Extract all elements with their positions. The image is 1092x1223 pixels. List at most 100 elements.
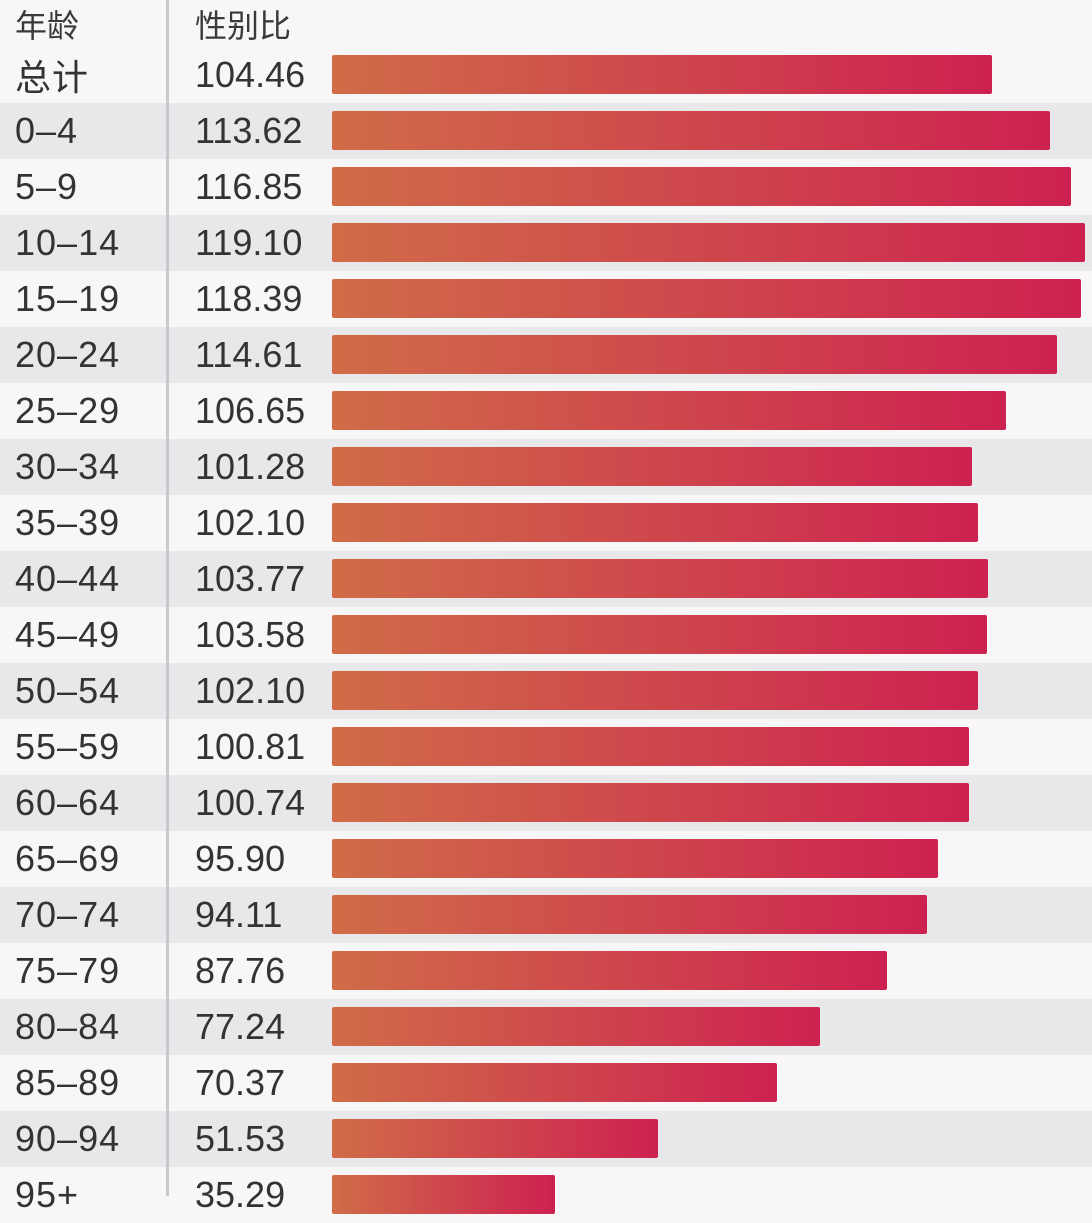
table-row: 10–14 119.10	[0, 215, 1092, 271]
ratio-value: 101.28	[195, 446, 306, 487]
ratio-bar	[332, 55, 993, 94]
ratio-bar	[332, 1063, 777, 1102]
bar-track	[332, 167, 1085, 206]
bar-track	[332, 335, 1085, 374]
age-column-header: 年龄	[15, 7, 80, 44]
age-label: 70–74	[15, 894, 121, 935]
age-label: 10–14	[15, 222, 121, 263]
ratio-bar	[332, 167, 1071, 206]
bar-track	[332, 559, 1085, 598]
rows: 总计 104.46 0–4 113.62 5–9 116.85 10–14 11…	[0, 47, 1092, 1223]
bar-track	[332, 391, 1085, 430]
ratio-value: 104.46	[195, 54, 306, 95]
ratio-value: 118.39	[195, 278, 303, 319]
ratio-bar	[332, 447, 973, 486]
bar-track	[332, 839, 1085, 878]
table-row: 55–59 100.81	[0, 719, 1092, 775]
age-label: 95+	[15, 1174, 80, 1215]
age-label: 85–89	[15, 1062, 121, 1103]
ratio-value: 114.61	[195, 334, 303, 375]
ratio-bar	[332, 615, 987, 654]
table-row: 0–4 113.62	[0, 103, 1092, 159]
table-row: 80–84 77.24	[0, 999, 1092, 1055]
bar-track	[332, 447, 1085, 486]
bar-track	[332, 1119, 1085, 1158]
ratio-value: 102.10	[195, 670, 306, 711]
ratio-bar	[332, 671, 978, 710]
bar-track	[332, 783, 1085, 822]
age-label: 65–69	[15, 838, 121, 879]
table-row: 25–29 106.65	[0, 383, 1092, 439]
column-divider	[166, 0, 169, 1196]
bar-track	[332, 1175, 1085, 1214]
age-label: 50–54	[15, 670, 121, 711]
bar-track	[332, 55, 1085, 94]
bar-track	[332, 1007, 1085, 1046]
table-row: 总计 104.46	[0, 47, 1092, 103]
ratio-value: 103.58	[195, 614, 306, 655]
table-row: 5–9 116.85	[0, 159, 1092, 215]
ratio-value: 35.29	[195, 1174, 286, 1215]
bar-track	[332, 503, 1085, 542]
table-row: 60–64 100.74	[0, 775, 1092, 831]
ratio-bar	[332, 727, 970, 766]
bar-track	[332, 111, 1085, 150]
ratio-bar	[332, 783, 969, 822]
ratio-value: 100.81	[195, 726, 306, 767]
table-row: 30–34 101.28	[0, 439, 1092, 495]
age-label: 5–9	[15, 166, 79, 207]
age-label: 40–44	[15, 558, 121, 599]
age-label: 45–49	[15, 614, 121, 655]
ratio-bar	[332, 503, 978, 542]
ratio-bar	[332, 223, 1085, 262]
table-row: 70–74 94.11	[0, 887, 1092, 943]
age-label: 60–64	[15, 782, 121, 823]
table-row: 15–19 118.39	[0, 271, 1092, 327]
ratio-bar	[332, 951, 887, 990]
table-row: 40–44 103.77	[0, 551, 1092, 607]
age-label: 0–4	[15, 110, 79, 151]
age-label: 15–19	[15, 278, 121, 319]
ratio-bar	[332, 839, 939, 878]
table-row: 65–69 95.90	[0, 831, 1092, 887]
ratio-bar	[332, 391, 1007, 430]
bar-track	[332, 615, 1085, 654]
ratio-value: 119.10	[195, 222, 303, 263]
table-row: 85–89 70.37	[0, 1055, 1092, 1111]
age-label: 90–94	[15, 1118, 121, 1159]
table-row: 95+ 35.29	[0, 1167, 1092, 1223]
ratio-bar	[332, 279, 1081, 318]
ratio-value: 106.65	[195, 390, 306, 431]
age-label: 75–79	[15, 950, 121, 991]
ratio-column-header: 性别比	[195, 7, 292, 44]
age-label: 总计	[15, 57, 90, 98]
bar-track	[332, 671, 1085, 710]
ratio-value: 100.74	[195, 782, 306, 823]
ratio-value: 116.85	[195, 166, 303, 207]
ratio-bar	[332, 335, 1057, 374]
ratio-value: 77.24	[195, 1006, 286, 1047]
table-row: 90–94 51.53	[0, 1111, 1092, 1167]
table-header: 年龄 性别比	[0, 0, 1092, 47]
age-label: 20–24	[15, 334, 121, 375]
table-row: 45–49 103.58	[0, 607, 1092, 663]
ratio-bar	[332, 111, 1051, 150]
bar-track	[332, 1063, 1085, 1102]
ratio-value: 95.90	[195, 838, 286, 879]
ratio-value: 51.53	[195, 1118, 286, 1159]
bar-track	[332, 895, 1085, 934]
ratio-value: 94.11	[195, 894, 283, 935]
ratio-value: 87.76	[195, 950, 286, 991]
ratio-bar	[332, 559, 989, 598]
table-row: 20–24 114.61	[0, 327, 1092, 383]
age-label: 35–39	[15, 502, 121, 543]
bar-track	[332, 951, 1085, 990]
table-row: 50–54 102.10	[0, 663, 1092, 719]
age-label: 80–84	[15, 1006, 121, 1047]
ratio-bar	[332, 1007, 821, 1046]
ratio-value: 113.62	[195, 110, 303, 151]
ratio-value: 70.37	[195, 1062, 286, 1103]
ratio-bar	[332, 895, 927, 934]
ratio-value: 103.77	[195, 558, 306, 599]
